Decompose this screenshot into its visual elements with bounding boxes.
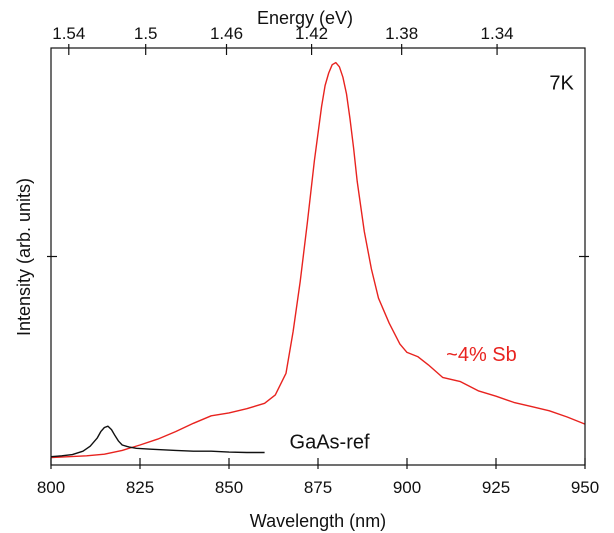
plot-frame [50,47,586,466]
plot-layer [50,61,586,459]
annotation-temperature: 7K [549,73,574,95]
tick-layer: 800 825 850 875 900 925 950 1.54 1.5 1.46 1.42 1.38… [37,24,599,497]
annotation-sb-series: ~4% Sb [446,344,517,366]
x-tick-label: 900 [393,478,421,497]
series-line-1 [50,425,265,458]
x-tick-label: 825 [126,478,154,497]
x-tick-label: 875 [304,478,332,497]
x-tick-label: 800 [37,478,65,497]
top-tick-label: 1.38 [385,24,418,43]
frame-layer [50,47,586,466]
series-line-0 [50,61,586,459]
y-axis-title: Intensity (arb. units) [14,178,34,336]
x-tick-label: 925 [482,478,510,497]
top-tick-label: 1.46 [210,24,243,43]
top-tick-label: 1.34 [481,24,514,43]
top-tick-label: 1.42 [295,24,328,43]
x-tick-label: 850 [215,478,243,497]
x-tick-label: 950 [571,478,599,497]
top-tick-label: 1.54 [52,24,85,43]
top-axis-title: Energy (eV) [257,8,353,28]
x-axis-title: Wavelength (nm) [250,511,386,531]
annotation-gaas-series: GaAs-ref [290,431,370,453]
top-tick-label: 1.5 [134,24,158,43]
